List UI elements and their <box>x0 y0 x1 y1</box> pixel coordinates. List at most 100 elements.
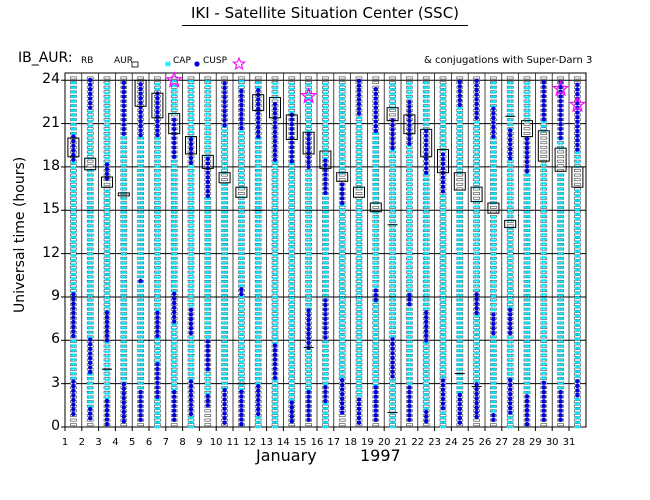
aur-point <box>574 340 581 343</box>
cusp-point <box>575 383 580 389</box>
aur-point <box>338 229 346 232</box>
cusp-point <box>71 329 76 334</box>
cusp-point <box>188 307 194 313</box>
cusp-point <box>205 161 210 166</box>
aur-point <box>506 76 514 80</box>
aur-point <box>422 400 430 404</box>
aur-point <box>506 284 514 288</box>
aur-point <box>338 275 346 279</box>
cusp-point <box>138 114 143 119</box>
cusp-point <box>323 312 328 317</box>
cusp-point <box>155 319 160 325</box>
cusp-point <box>424 319 429 325</box>
cusp-point <box>491 106 496 112</box>
cusp-point <box>172 412 177 418</box>
x-axis-year-label: 1997 <box>360 446 401 465</box>
cusp-point <box>239 408 244 413</box>
cusp-point <box>88 82 93 87</box>
cusp-point <box>172 310 177 315</box>
cusp-point <box>356 97 362 102</box>
cusp-point <box>340 387 345 392</box>
aur-point <box>473 330 480 334</box>
aur-point <box>338 233 346 237</box>
cusp-point <box>558 126 563 131</box>
aur-point <box>439 344 447 348</box>
aur-point <box>338 210 346 214</box>
aur-point <box>288 252 296 256</box>
aur-point <box>103 293 111 297</box>
aur-point <box>406 423 413 427</box>
cusp-point <box>541 408 546 413</box>
aur-point <box>355 256 363 260</box>
cusp-point <box>424 414 429 419</box>
aur-point <box>238 141 245 145</box>
cusp-point <box>508 405 513 411</box>
aur-point <box>439 127 447 131</box>
cusp-point <box>356 406 362 411</box>
aur-point <box>557 150 564 154</box>
cusp-point <box>272 357 278 362</box>
aur-point <box>456 108 464 112</box>
aur-point <box>288 303 296 306</box>
aur-point <box>338 293 346 297</box>
aur-point <box>473 321 480 325</box>
aur-point <box>439 372 447 376</box>
cusp-point <box>306 399 311 404</box>
aur-point <box>355 270 363 274</box>
cusp-point <box>575 119 580 125</box>
cusp-point <box>188 379 194 384</box>
aur-point <box>288 321 296 325</box>
cusp-point <box>205 367 210 372</box>
cusp-point <box>524 398 530 404</box>
panel-label: IB_AUR: <box>18 50 73 66</box>
aur-point <box>221 178 228 182</box>
aur-point <box>490 76 497 80</box>
aur-point <box>288 182 296 186</box>
cusp-point <box>172 300 177 306</box>
aur-point <box>305 122 312 126</box>
cusp-point <box>155 394 160 399</box>
aur-point <box>456 122 464 126</box>
aur-point <box>574 252 581 256</box>
aur-point <box>288 238 296 242</box>
aur-point <box>338 127 346 131</box>
cusp-point <box>205 184 210 189</box>
cusp-point <box>474 414 479 420</box>
x-tick-label: 17 <box>327 437 341 448</box>
aur-point <box>338 252 346 256</box>
aur-point <box>288 229 296 232</box>
cusp-point <box>373 105 378 110</box>
cusp-point <box>306 322 311 327</box>
cusp-point <box>222 401 227 407</box>
cusp-point <box>323 172 328 177</box>
cusp-point <box>474 87 479 93</box>
cusp-point <box>172 122 177 127</box>
x-tick-label: 2 <box>78 437 85 448</box>
aur-point <box>355 326 363 330</box>
aur-point <box>338 326 346 330</box>
aur-point <box>439 353 447 357</box>
cusp-point <box>373 91 378 97</box>
cusp-point <box>188 407 194 412</box>
aur-point <box>406 76 413 80</box>
cusp-point <box>373 86 378 92</box>
cusp-point <box>172 117 177 123</box>
aur-point <box>540 150 548 154</box>
aur-point <box>389 85 396 89</box>
cusp-point <box>172 389 177 395</box>
cusp-point <box>239 102 244 107</box>
aur-point <box>288 284 296 288</box>
cusp-point <box>121 80 127 86</box>
aur-point <box>70 252 77 256</box>
cusp-point <box>88 86 93 92</box>
aur-point <box>338 349 346 353</box>
cusp-point <box>121 391 127 396</box>
aur-point <box>456 127 464 131</box>
cusp-point <box>306 136 311 142</box>
cusp-point <box>508 330 513 336</box>
aur-point <box>70 423 77 427</box>
cusp-point <box>524 412 530 418</box>
aur-point <box>355 284 363 288</box>
cusp-point <box>474 101 479 107</box>
cusp-point <box>407 412 412 418</box>
